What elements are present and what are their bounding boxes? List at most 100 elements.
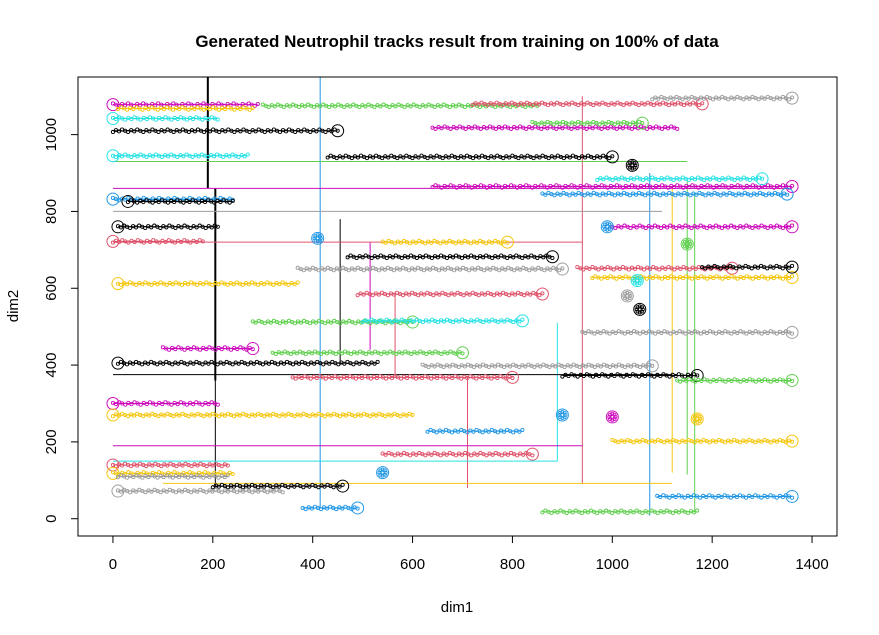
track-point bbox=[681, 103, 687, 108]
x-tick-label: 0 bbox=[109, 556, 117, 573]
cluster-point bbox=[315, 239, 320, 244]
track-point bbox=[292, 484, 297, 489]
cluster-point bbox=[638, 278, 643, 283]
track-point bbox=[614, 126, 619, 131]
track-start-marker bbox=[106, 234, 120, 248]
track-point bbox=[694, 192, 699, 197]
track-point bbox=[460, 351, 465, 356]
track-point bbox=[364, 156, 370, 161]
track-point bbox=[227, 154, 232, 159]
track-point bbox=[349, 351, 354, 357]
track bbox=[106, 458, 230, 472]
cluster-point bbox=[693, 414, 698, 419]
track-point bbox=[357, 361, 362, 366]
track-point bbox=[647, 177, 652, 182]
track-point bbox=[383, 452, 388, 457]
track-point bbox=[581, 267, 586, 272]
track-point bbox=[375, 320, 380, 325]
track-point bbox=[440, 156, 445, 161]
track-point bbox=[790, 495, 795, 500]
cluster-point bbox=[640, 307, 645, 312]
x-tick-label: 400 bbox=[300, 556, 325, 573]
track-point bbox=[774, 378, 779, 384]
track-point bbox=[741, 97, 746, 102]
track-point bbox=[724, 265, 730, 270]
track-point bbox=[147, 129, 152, 134]
track-point bbox=[738, 379, 743, 384]
track-point bbox=[741, 276, 746, 281]
track bbox=[430, 179, 799, 193]
track-point bbox=[372, 361, 377, 366]
track-point bbox=[620, 185, 625, 190]
track-point bbox=[786, 225, 792, 230]
track-point bbox=[431, 155, 436, 160]
track-point bbox=[398, 452, 403, 457]
track-point bbox=[191, 402, 196, 407]
track-point bbox=[369, 255, 374, 261]
track-point bbox=[429, 255, 434, 261]
track-point bbox=[287, 104, 292, 109]
track-point bbox=[240, 485, 246, 490]
track-point bbox=[470, 103, 475, 108]
track-point bbox=[222, 475, 227, 480]
track-point bbox=[598, 364, 603, 369]
track-point bbox=[616, 440, 621, 445]
track-point bbox=[195, 282, 200, 287]
cluster-point bbox=[633, 280, 638, 285]
track-point bbox=[627, 193, 633, 198]
track-point bbox=[542, 268, 547, 273]
track-point bbox=[461, 293, 466, 298]
track-point bbox=[765, 225, 770, 231]
track bbox=[106, 408, 415, 422]
track-point bbox=[170, 475, 175, 480]
track-point bbox=[722, 440, 728, 445]
track-point bbox=[342, 361, 347, 366]
track-point bbox=[688, 193, 693, 198]
track-point bbox=[383, 376, 389, 381]
track-point bbox=[426, 364, 431, 370]
track-point bbox=[177, 107, 182, 112]
cluster-point bbox=[632, 165, 637, 170]
cluster-point bbox=[313, 234, 318, 239]
track-point bbox=[215, 362, 220, 367]
track-point bbox=[756, 225, 761, 230]
track-point bbox=[786, 265, 792, 270]
track-point bbox=[531, 156, 536, 161]
track-point bbox=[331, 485, 336, 490]
track-point bbox=[629, 364, 634, 369]
track-point bbox=[753, 440, 758, 445]
track-point bbox=[307, 414, 312, 419]
cluster-point bbox=[695, 419, 700, 424]
track-point bbox=[124, 362, 130, 367]
cluster-point bbox=[612, 412, 617, 417]
track-point bbox=[695, 373, 700, 378]
track-point bbox=[405, 375, 410, 381]
track-point bbox=[650, 276, 655, 281]
track-point bbox=[279, 351, 284, 356]
track-point bbox=[631, 510, 636, 515]
track-point bbox=[502, 429, 507, 434]
track-point bbox=[762, 96, 767, 101]
track-point bbox=[543, 192, 548, 197]
track-point bbox=[441, 364, 446, 370]
track bbox=[300, 501, 365, 515]
track-point bbox=[749, 266, 754, 271]
track-point bbox=[698, 495, 703, 500]
track-point bbox=[427, 267, 433, 272]
track-point bbox=[560, 374, 565, 379]
track-point bbox=[131, 107, 136, 112]
track-point bbox=[468, 241, 473, 246]
track-point bbox=[526, 255, 531, 260]
track-point bbox=[611, 267, 616, 272]
track-point bbox=[560, 266, 565, 271]
track-end-marker bbox=[785, 271, 799, 285]
plot-frame bbox=[77, 76, 838, 537]
track-point bbox=[184, 117, 190, 122]
track-point bbox=[416, 155, 421, 160]
track-point bbox=[650, 363, 655, 368]
track-point bbox=[649, 225, 654, 230]
track-point bbox=[188, 347, 193, 352]
track-point bbox=[474, 376, 479, 381]
track-point bbox=[466, 255, 471, 260]
track-point bbox=[385, 293, 390, 298]
